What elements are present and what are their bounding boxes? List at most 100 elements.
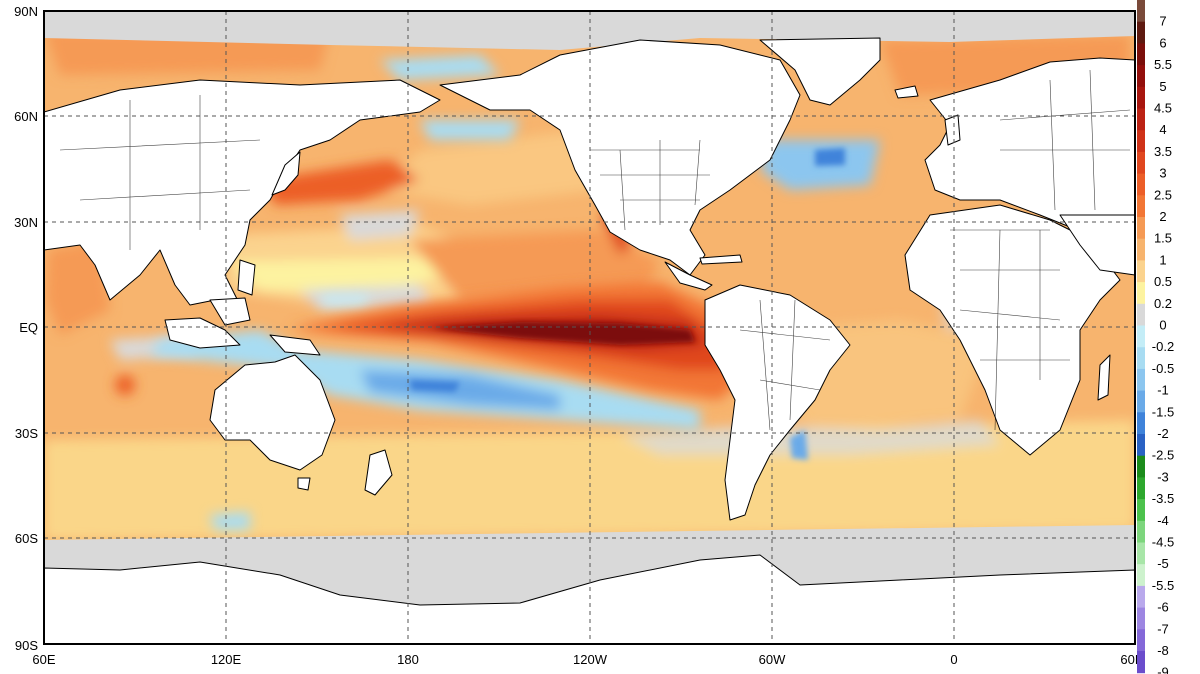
colorbar-label: -5 xyxy=(1157,556,1169,571)
new-guinea xyxy=(269,334,321,356)
greenland xyxy=(759,37,881,106)
colorbar-label: 5.5 xyxy=(1154,57,1172,72)
ocean-blue-patch xyxy=(790,430,808,460)
british-isles xyxy=(944,114,961,146)
colorbar-swatch xyxy=(1137,195,1145,218)
colorbar-label: 0 xyxy=(1159,318,1166,333)
lon-label: 0 xyxy=(950,652,957,667)
iceland xyxy=(894,85,919,99)
colorbar: 7 6 5.5 5 4.5 4 3.5 3 2.5 2 1.5 1 0.5 0.2 0 -0.2 -0.5 -1 -… xyxy=(1137,0,1174,674)
lat-label: 30N xyxy=(14,215,38,230)
ocean-blue-patch xyxy=(420,120,520,140)
ocean-yellow-patch xyxy=(230,258,450,292)
ocean-gray-patch xyxy=(340,210,420,240)
colorbar-label: -3.5 xyxy=(1152,491,1174,506)
colorbar-label: -0.5 xyxy=(1152,361,1174,376)
colorbar-swatch xyxy=(1137,282,1145,305)
colorbar-label: 1 xyxy=(1159,252,1166,267)
colorbar-swatch xyxy=(1137,368,1145,392)
colorbar-label: -0.2 xyxy=(1152,339,1174,354)
political-borders xyxy=(59,69,1131,431)
eurasia xyxy=(44,79,441,306)
colorbar-label: 4 xyxy=(1159,122,1166,137)
antarctica xyxy=(44,554,1135,644)
colorbar-swatch xyxy=(1137,585,1145,609)
colorbar-swatch xyxy=(1137,629,1145,652)
ocean-orange-patch xyxy=(410,230,660,300)
ocean-blue-patch xyxy=(815,148,845,166)
colorbar-label: -8 xyxy=(1157,643,1169,658)
colorbar-swatch xyxy=(1137,499,1145,522)
colorbar-swatch xyxy=(1137,520,1145,543)
lon-label: 180 xyxy=(397,652,419,667)
cuba xyxy=(699,254,743,265)
border-line xyxy=(999,69,1131,211)
colorbar-swatch xyxy=(1137,0,1145,23)
colorbar-label: -1 xyxy=(1157,383,1169,398)
lat-label: 90S xyxy=(15,638,38,653)
south-america xyxy=(704,284,851,521)
warm-tongue-core xyxy=(430,322,695,345)
border-line xyxy=(59,95,261,250)
europe xyxy=(924,57,1135,236)
colorbar-label: 6 xyxy=(1159,35,1166,50)
border-line xyxy=(739,299,831,431)
lat-label: 60S xyxy=(15,531,38,546)
lon-label: 120E xyxy=(211,652,242,667)
colorbar-label: 0.2 xyxy=(1154,296,1172,311)
latitude-axis: 90N 60N 30N EQ 30S 60S 90S xyxy=(14,4,38,653)
graticule xyxy=(44,11,1135,644)
ocean-gray-patch xyxy=(620,420,1000,455)
lat-label: 30S xyxy=(15,426,38,441)
ocean-red-patch xyxy=(262,160,420,205)
ocean-yellow-patch xyxy=(380,130,600,205)
colorbar-label: 2 xyxy=(1159,209,1166,224)
colorbar-swatch xyxy=(1137,238,1145,261)
longitude-axis: 60E 120E 180 120W 60W 0 60E xyxy=(32,652,1143,667)
colorbar-label: -3 xyxy=(1157,469,1169,484)
map-frame xyxy=(43,10,1136,645)
colorbar-swatch xyxy=(1137,108,1145,131)
colorbar-label: -4.5 xyxy=(1152,535,1174,550)
colorbar-swatch xyxy=(1137,65,1145,88)
ocean-blue-patch xyxy=(410,380,460,392)
colorbar-label: -2 xyxy=(1157,426,1169,441)
japan xyxy=(271,151,301,196)
border-line xyxy=(590,139,710,231)
maritime-continent xyxy=(164,317,241,349)
borneo xyxy=(209,297,251,326)
ocean-blue-patch xyxy=(320,295,370,305)
colorbar-label: -9 xyxy=(1157,665,1169,674)
colorbar-swatch xyxy=(1137,542,1145,565)
colorbar-swatch xyxy=(1137,651,1145,674)
colorbar-label: -7 xyxy=(1157,621,1169,636)
colorbar-swatch xyxy=(1137,412,1145,435)
philippines xyxy=(237,259,256,296)
north-america xyxy=(439,39,801,276)
colorbar-swatch xyxy=(1137,607,1145,630)
arabia xyxy=(1059,214,1135,276)
colorbar-swatch xyxy=(1137,347,1145,370)
colorbar-label: -6 xyxy=(1157,600,1169,615)
colorbar-label: 2.5 xyxy=(1154,187,1172,202)
colorbar-label: 5 xyxy=(1159,79,1166,94)
colorbar-label: -5.5 xyxy=(1152,578,1174,593)
ocean-blue-patch xyxy=(380,55,500,80)
colorbar-swatch xyxy=(1137,390,1145,413)
ocean-red-patch xyxy=(115,375,135,395)
lat-label: EQ xyxy=(19,320,38,335)
lat-label: 90N xyxy=(14,4,38,19)
colorbar-swatch xyxy=(1137,173,1145,196)
colorbar-label: 3.5 xyxy=(1154,144,1172,159)
colorbar-label: 1.5 xyxy=(1154,231,1172,246)
australia xyxy=(209,354,336,471)
colorbar-label: -1.5 xyxy=(1152,404,1174,419)
map-plot-area xyxy=(44,11,1135,644)
land-masses xyxy=(44,37,1135,644)
colorbar-swatch xyxy=(1137,151,1145,175)
colorbar-swatch xyxy=(1137,86,1145,109)
colorbar-swatch xyxy=(1137,217,1145,240)
new-zealand xyxy=(364,449,393,496)
lon-label: 60E xyxy=(32,652,55,667)
